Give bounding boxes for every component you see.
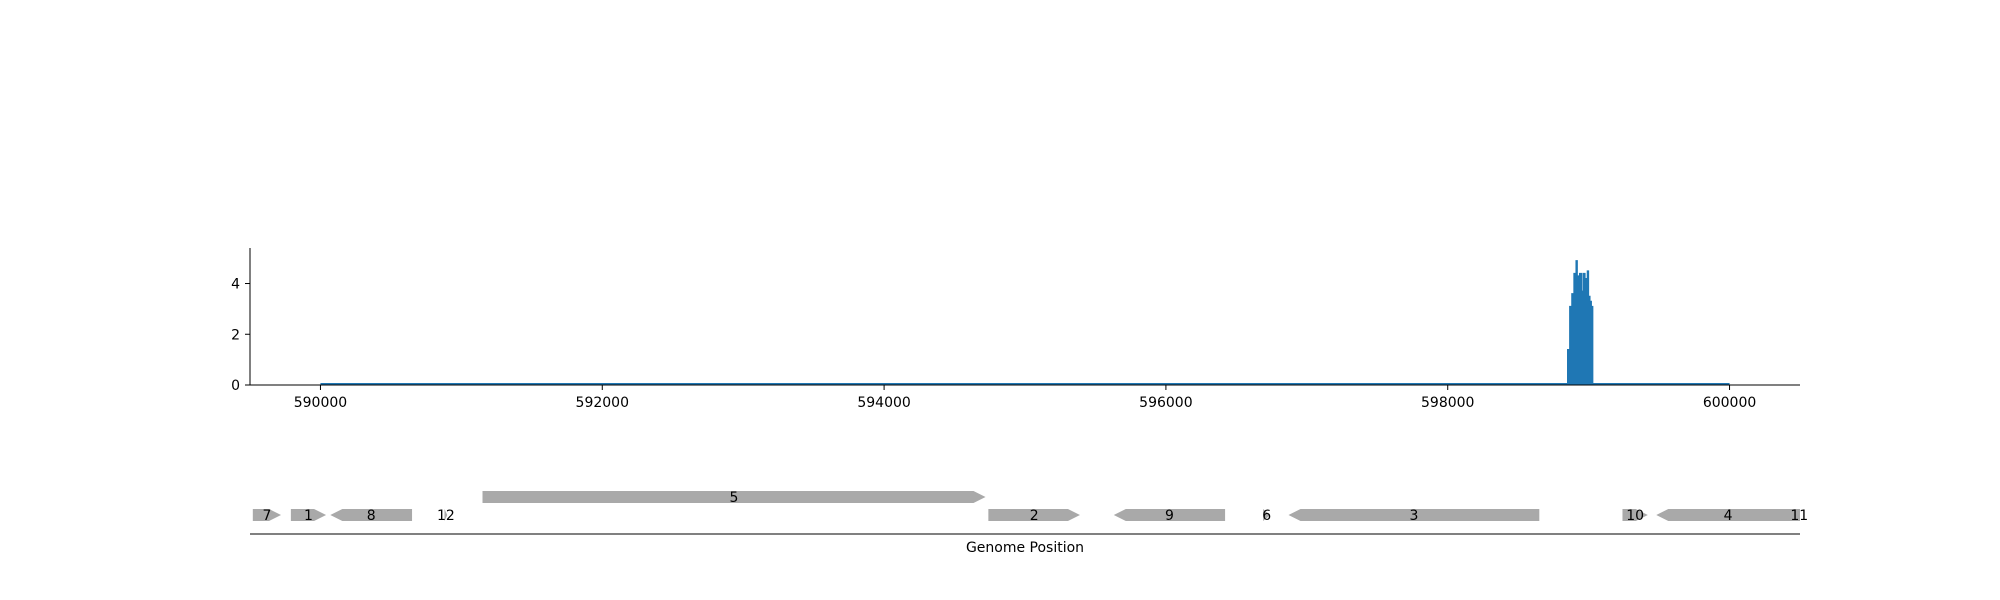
gene-label-1: 1 — [304, 508, 313, 524]
y-tick-label: 4 — [231, 277, 240, 293]
gene-arrow-8 — [330, 509, 413, 521]
gene-arrow-2 — [988, 509, 1080, 521]
x-tick-label: 594000 — [857, 395, 910, 411]
x-tick-label: 598000 — [1421, 395, 1474, 411]
gene-arrow-5 — [482, 491, 986, 503]
x-tick-label: 600000 — [1703, 395, 1756, 411]
gene-arrow-10 — [1622, 509, 1648, 521]
gene-label-12: 12 — [437, 508, 455, 524]
gene-label-2: 2 — [1030, 508, 1039, 524]
coverage-peak — [1567, 260, 1594, 386]
y-tick-label: 2 — [231, 327, 240, 343]
gene-arrows: 7 1 8 12 5 2 9 6 3 10 4 11 — [252, 490, 1808, 524]
gene-label-4: 4 — [1724, 508, 1733, 524]
gene-arrow-7 — [252, 509, 281, 521]
gene-map: 7 1 8 12 5 2 9 6 3 10 4 11 Genome Position — [250, 490, 1808, 556]
gene-arrow-3 — [1288, 509, 1540, 521]
genome-position-label: Genome Position — [966, 540, 1084, 556]
gene-label-10: 10 — [1626, 508, 1644, 524]
coverage-marks — [320, 260, 1730, 386]
x-tick-label: 596000 — [1139, 395, 1192, 411]
gene-label-3: 3 — [1409, 508, 1418, 524]
gene-arrow-6 — [1263, 509, 1271, 521]
gene-arrow-9 — [1113, 509, 1226, 521]
y-ticks: 0 2 4 — [231, 277, 250, 394]
x-ticks: 590000 592000 594000 596000 598000 600000 — [294, 385, 1756, 411]
x-tick-label: 592000 — [576, 395, 629, 411]
gene-arrow-1 — [290, 509, 327, 521]
coverage-plot: 0 2 4 590000 592000 594000 596000 598000 600000 — [231, 248, 1800, 411]
gene-label-11: 11 — [1790, 508, 1808, 524]
y-tick-label: 0 — [231, 378, 240, 394]
gene-label-6: 6 — [1262, 508, 1271, 524]
gene-arrow-12 — [444, 509, 448, 521]
gene-label-7: 7 — [262, 508, 271, 524]
gene-label-9: 9 — [1165, 508, 1174, 524]
gene-arrow-11 — [1798, 509, 1800, 521]
gene-label-5: 5 — [730, 490, 739, 506]
gene-label-8: 8 — [367, 508, 376, 524]
x-tick-label: 590000 — [294, 395, 347, 411]
gene-arrow-4 — [1656, 509, 1800, 521]
